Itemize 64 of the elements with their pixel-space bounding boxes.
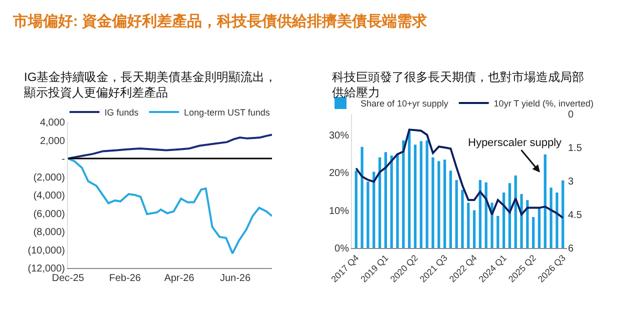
y-tick-label: 2,000 [40,136,66,147]
bar [496,216,500,248]
x-tick-label: Feb-26 [109,273,142,284]
bar [414,144,417,248]
y2-tick-label: 1.5 [568,143,582,154]
y-tick-label: - [62,154,65,165]
bar [354,170,358,248]
line-series [355,128,564,219]
bar [467,202,470,248]
bar [420,141,422,248]
y-tick-label: 0% [334,244,350,254]
legend-label: Share of 10+yr supply [360,98,449,109]
bar [544,154,546,248]
bar [562,180,564,248]
bar [526,200,529,248]
bar [390,156,393,248]
y-tick-label: 30% [328,130,350,142]
y-tick-label: (6,000) [33,208,65,220]
bar [366,182,370,248]
legend-label: 10yr T yield (%, inverted) [494,98,594,109]
bar [378,157,382,248]
chart-title: 科技巨頭發了很多長天期債，也對市場造成局部供給壓力 [332,70,584,100]
y-tick-label: 20% [328,168,350,180]
bar [426,140,428,248]
bar [550,188,552,248]
y-tick-label: (8,000) [33,227,65,238]
legend-label: IG funds [104,108,140,118]
bar [396,154,399,248]
bar [360,146,364,248]
y-tick-label: (12,000) [28,264,65,274]
bar [532,217,535,248]
chart-title: IG基金持續吸金，長天期美債基金則明顯流出，顯示投資人更偏好利差產品 [24,70,277,100]
bar [455,180,458,248]
bar [461,190,464,248]
bar [520,194,523,248]
text: 市場偏好: 資金偏好利差產品，科技長債供給排擠美債長端需求 [12,12,428,30]
legend-label: Long-term UST funds [184,108,270,118]
y-tick-label: (2,000) [33,172,65,184]
line-series [68,158,272,254]
y-tick-label: (10,000) [28,245,65,256]
bar [372,172,376,248]
y-tick-label: (4,000) [33,190,65,202]
x-tick-label: Jun-26 [220,273,251,284]
bar [472,210,476,248]
bar [438,161,440,248]
y2-tick-label: 4.5 [568,210,582,221]
y2-tick-label: 6 [568,244,574,254]
x-tick-label: Dec-25 [52,273,85,284]
y-tick-label: 10% [328,206,350,217]
bar [449,170,452,248]
x-tick-label: Apr-26 [164,273,195,284]
line-series [68,134,272,160]
bar [443,160,446,248]
bar [384,152,387,248]
bar [402,140,405,248]
bar [556,192,558,248]
y-tick-label: 4,000 [40,118,66,128]
bar [408,130,411,248]
y2-tick-label: 3 [568,176,574,188]
bar [478,180,482,248]
annotation: Hyperscaler supply [468,137,562,149]
bar [538,208,541,248]
bar [432,157,434,248]
y2-tick-label: 0 [568,110,574,120]
